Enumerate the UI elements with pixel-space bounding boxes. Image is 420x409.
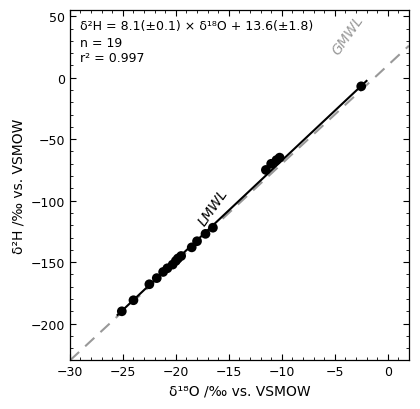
Point	[173, 258, 179, 265]
Point	[210, 225, 216, 231]
Point	[178, 253, 184, 260]
Point	[160, 269, 166, 276]
Point	[130, 297, 137, 304]
Y-axis label: δ²H /‰ vs. VSMOW: δ²H /‰ vs. VSMOW	[11, 118, 25, 253]
Point	[153, 275, 160, 282]
Point	[276, 155, 283, 162]
Text: LMWL: LMWL	[195, 187, 231, 228]
Text: GMWL: GMWL	[329, 13, 366, 58]
Point	[202, 231, 209, 238]
Point	[358, 84, 365, 90]
Text: n = 19: n = 19	[80, 37, 122, 50]
Point	[169, 262, 176, 268]
Point	[146, 281, 153, 288]
Point	[273, 157, 280, 164]
X-axis label: δ¹⁸O /‰ vs. VSMOW: δ¹⁸O /‰ vs. VSMOW	[168, 384, 310, 398]
Point	[194, 238, 200, 245]
Text: δ²H = 8.1(±0.1) × δ¹⁸O + 13.6(±1.8): δ²H = 8.1(±0.1) × δ¹⁸O + 13.6(±1.8)	[80, 20, 313, 33]
Point	[262, 167, 269, 174]
Point	[268, 161, 275, 168]
Point	[118, 308, 125, 315]
Point	[175, 256, 181, 262]
Text: r² = 0.997: r² = 0.997	[80, 52, 144, 65]
Point	[188, 245, 195, 251]
Point	[164, 265, 171, 272]
